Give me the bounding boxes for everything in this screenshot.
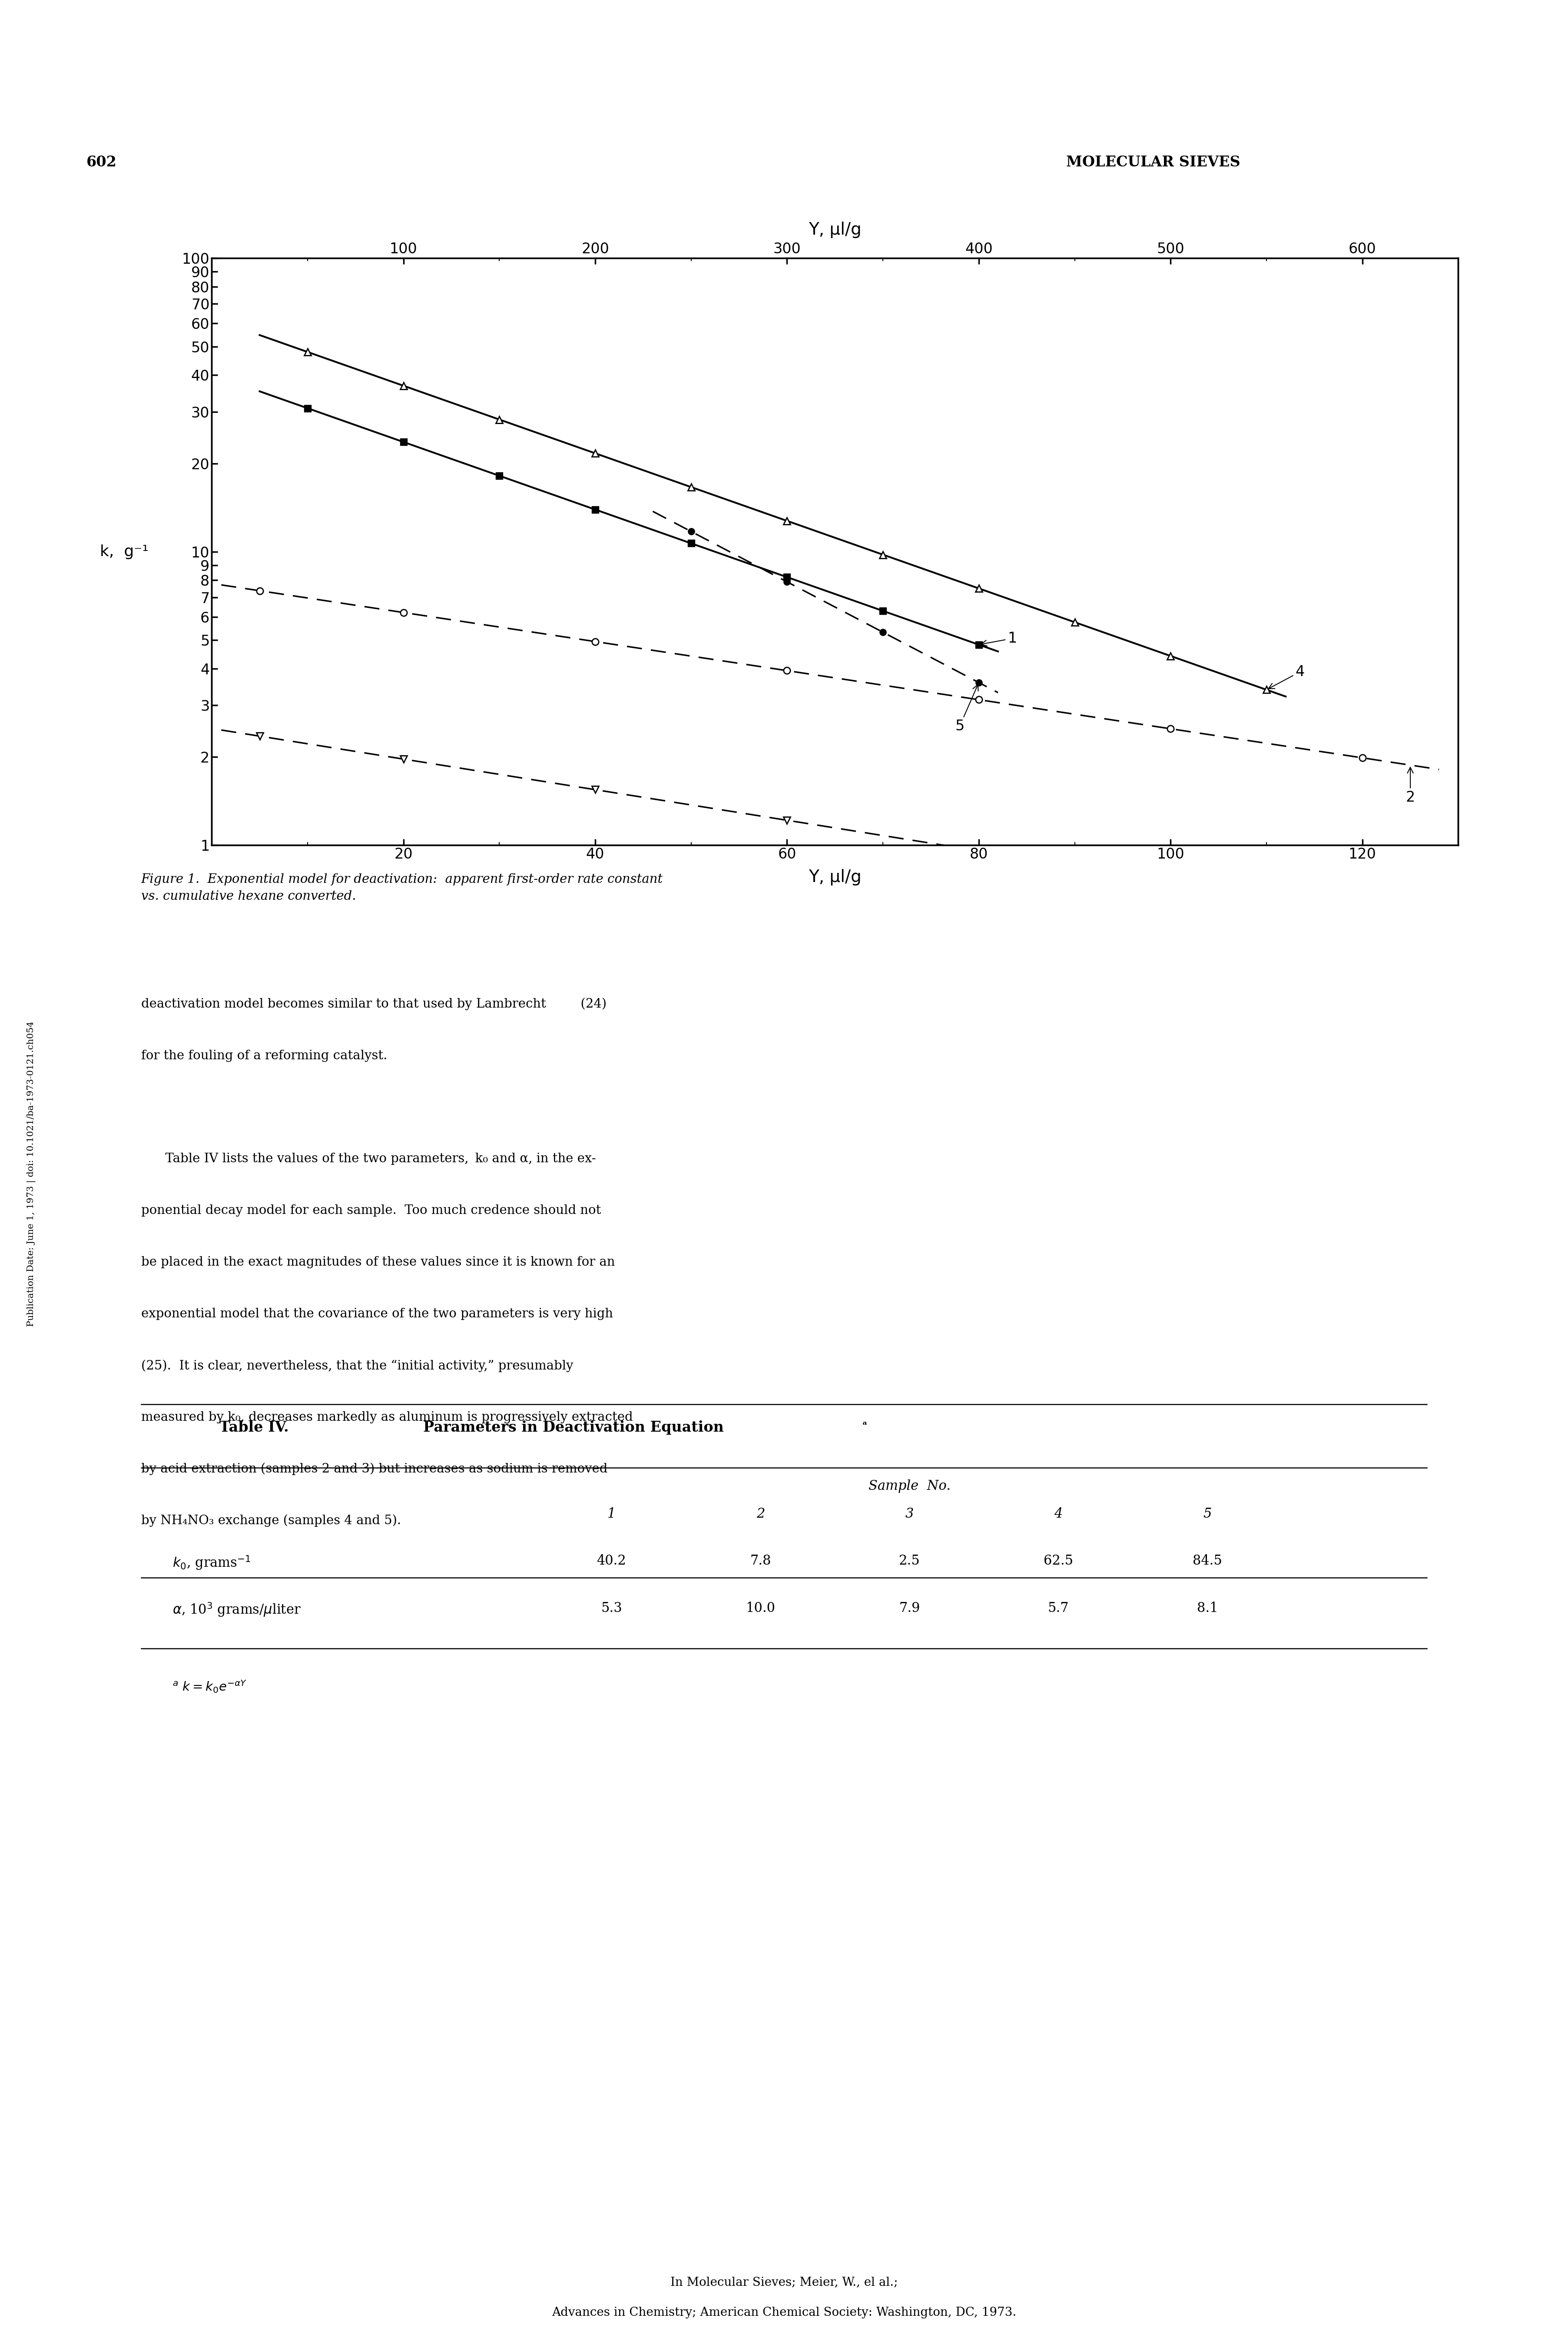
Y-axis label: k,  g⁻¹: k, g⁻¹	[100, 545, 149, 559]
Text: 5: 5	[955, 686, 978, 733]
Text: 4: 4	[1054, 1507, 1063, 1522]
Text: 10.0: 10.0	[746, 1601, 775, 1615]
Text: 7.9: 7.9	[898, 1601, 920, 1615]
Text: (25).  It is clear, nevertheless, that the “initial activity,” presumably: (25). It is clear, nevertheless, that th…	[141, 1359, 574, 1371]
Text: 2.5: 2.5	[898, 1554, 920, 1568]
Text: 8.1: 8.1	[1196, 1601, 1218, 1615]
Text: 1: 1	[982, 632, 1016, 646]
Text: by NH₄NO₃ exchange (samples 4 and 5).: by NH₄NO₃ exchange (samples 4 and 5).	[141, 1514, 401, 1526]
Text: 1: 1	[607, 1507, 616, 1522]
Text: 5.3: 5.3	[601, 1601, 622, 1615]
Text: 2: 2	[756, 1507, 765, 1522]
Text: MOLECULAR SIEVES: MOLECULAR SIEVES	[1066, 155, 1240, 169]
Text: 5.7: 5.7	[1047, 1601, 1069, 1615]
Text: Parameters in Deactivation Equation: Parameters in Deactivation Equation	[423, 1421, 724, 1435]
Text: 7.8: 7.8	[750, 1554, 771, 1568]
Text: 62.5: 62.5	[1044, 1554, 1073, 1568]
X-axis label: Y, μl/g: Y, μl/g	[809, 221, 861, 237]
Text: 2: 2	[1405, 768, 1414, 805]
Text: be placed in the exact magnitudes of these values since it is known for an: be placed in the exact magnitudes of the…	[141, 1256, 615, 1268]
Text: 5: 5	[1203, 1507, 1212, 1522]
Text: 40.2: 40.2	[597, 1554, 626, 1568]
X-axis label: Y, μl/g: Y, μl/g	[809, 869, 861, 885]
Text: for the fouling of a reforming catalyst.: for the fouling of a reforming catalyst.	[141, 1050, 387, 1061]
Text: by acid extraction (samples 2 and 3) but increases as sodium is removed: by acid extraction (samples 2 and 3) but…	[141, 1463, 607, 1475]
Text: deactivation model becomes similar to that used by Lambrecht             (24): deactivation model becomes similar to th…	[141, 998, 607, 1010]
Text: Advances in Chemistry; American Chemical Society: Washington, DC, 1973.: Advances in Chemistry; American Chemical…	[552, 2308, 1016, 2317]
Text: Table IV.: Table IV.	[220, 1421, 289, 1435]
Text: Figure 1.  Exponential model for deactivation:  apparent first-order rate consta: Figure 1. Exponential model for deactiva…	[141, 873, 663, 902]
Text: Sample  No.: Sample No.	[869, 1479, 950, 1493]
Text: $\alpha$, 10$^3$ grams/$\mu$liter: $\alpha$, 10$^3$ grams/$\mu$liter	[172, 1601, 301, 1618]
Text: ᵃ: ᵃ	[862, 1421, 867, 1430]
Text: 4: 4	[1269, 664, 1305, 688]
Text: Publication Date: June 1, 1973 | doi: 10.1021/ba-1973-0121.ch054: Publication Date: June 1, 1973 | doi: 10…	[27, 1021, 36, 1327]
Text: $^a$ $k = k_0 e^{-\alpha Y}$: $^a$ $k = k_0 e^{-\alpha Y}$	[172, 1679, 248, 1693]
Text: ponential decay model for each sample.  Too much credence should not: ponential decay model for each sample. T…	[141, 1205, 601, 1216]
Text: $k_0$, grams$^{-1}$: $k_0$, grams$^{-1}$	[172, 1554, 251, 1571]
Text: Table IV lists the values of the two parameters,  k₀ and α, in the ex-: Table IV lists the values of the two par…	[141, 1153, 596, 1165]
Text: In Molecular Sieves; Meier, W., el al.;: In Molecular Sieves; Meier, W., el al.;	[670, 2278, 898, 2287]
Text: 602: 602	[86, 155, 116, 169]
Text: 3: 3	[905, 1507, 914, 1522]
Text: 84.5: 84.5	[1193, 1554, 1221, 1568]
Text: measured by k₀, decreases markedly as aluminum is progressively extracted: measured by k₀, decreases markedly as al…	[141, 1411, 633, 1423]
Text: exponential model that the covariance of the two parameters is very high: exponential model that the covariance of…	[141, 1308, 613, 1320]
